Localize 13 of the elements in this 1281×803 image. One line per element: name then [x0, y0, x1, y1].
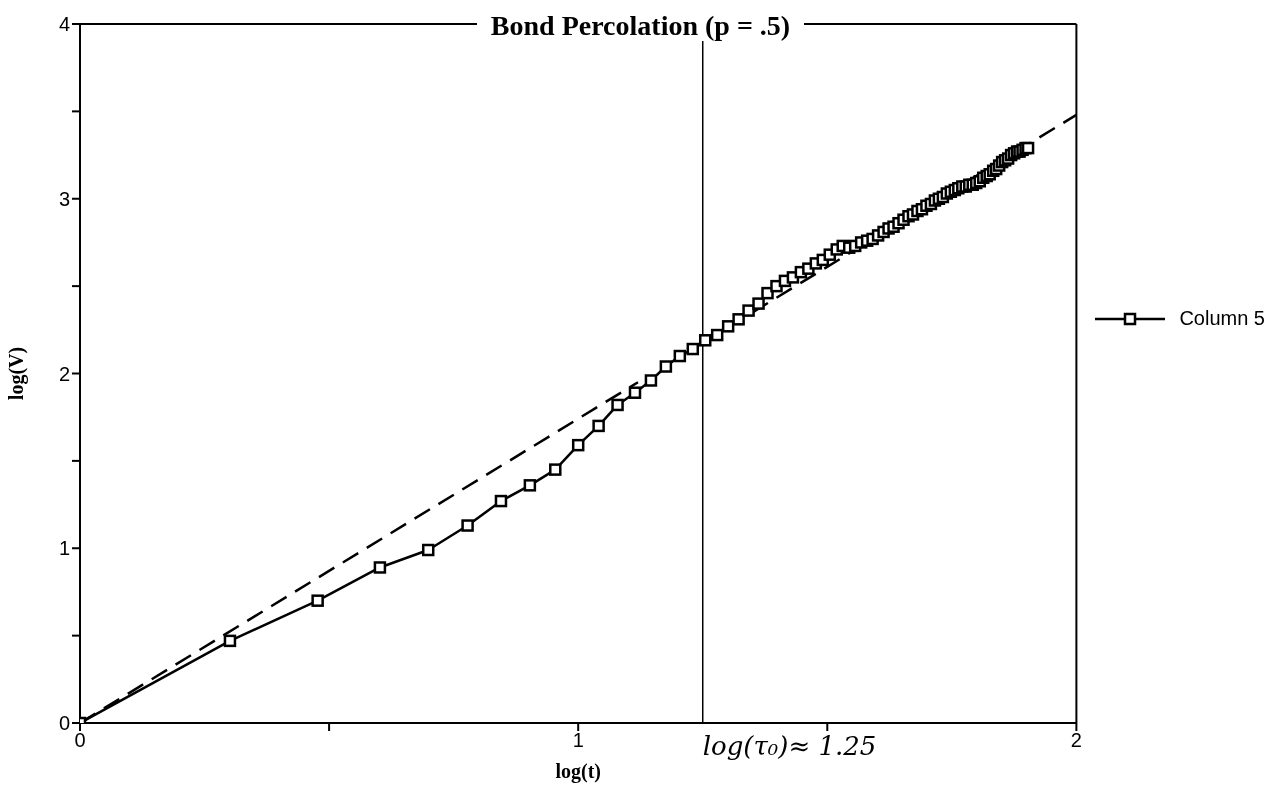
y-tick-label: 0 [58, 712, 70, 735]
x-tick-label: 1 [572, 729, 584, 752]
y-tick-label: 2 [58, 362, 70, 385]
y-tick-label: 3 [58, 187, 70, 210]
ref-line-label: log(τ₀)≈ 1.25 [702, 731, 877, 762]
x-tick-label: 2 [1070, 729, 1082, 752]
legend-label: Column 5 [1179, 307, 1265, 330]
y-axis-title: log(V) [5, 346, 29, 401]
y-tick-label: 4 [58, 13, 70, 36]
y-tick-label: 1 [58, 537, 70, 560]
x-axis-title: log(t) [555, 760, 601, 783]
x-tick-label: 0 [74, 729, 86, 752]
chart-title: Bond Percolation (p = .5) [476, 10, 805, 41]
